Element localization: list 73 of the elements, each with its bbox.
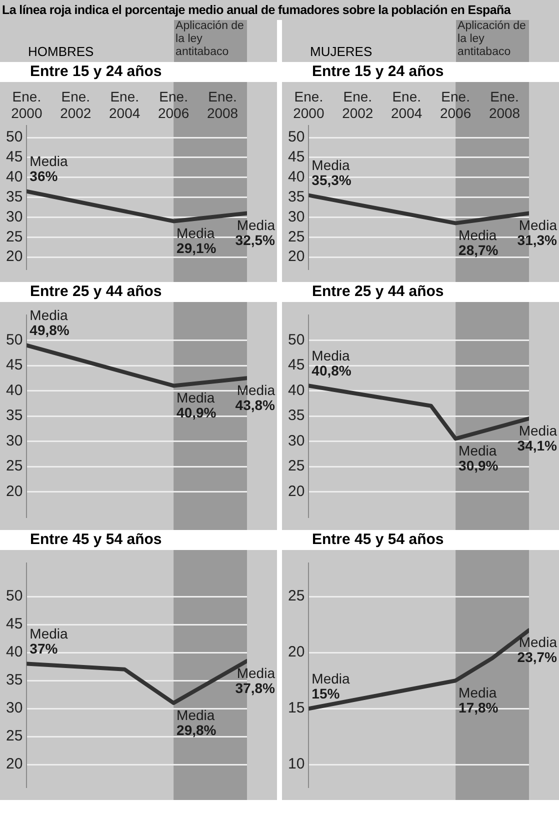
annotation: Media 37,8% [235,664,276,696]
y-tick-label: 50 [6,331,23,348]
y-tick-label: 45 [288,356,305,374]
annotation: Media 35,3% [312,157,352,188]
y-tick-label: 45 [6,616,23,633]
annotation: Media 43,8% [235,382,276,413]
y-tick-label: 20 [6,248,23,266]
chart-title: Entre 15 y 24 años [282,62,559,82]
chart-title: Entre 45 y 54 años [282,530,559,550]
x-tick-label: Ene. 2002 [342,88,374,122]
y-tick-label: 15 [288,700,305,717]
annotation: Media 34,1% [517,422,558,454]
annotation: Media 49,8% [30,307,70,338]
x-tick-label: Ene. 2006 [158,88,190,122]
x-tick-label: Ene. 2006 [440,88,472,122]
y-tick-label: 25 [6,458,23,475]
x-tick-label: Ene. 2004 [391,88,422,122]
text: La línea roja indica el porcentaje medio anual de fumadores sobre la población en España [2,3,557,17]
annotation: Media 32,5% [235,217,276,248]
y-tick-label: 25 [6,728,23,745]
x-tick-label: Ene. 2000 [293,88,324,122]
annotation: Media 29,8% [176,706,217,738]
chart-title: Entre 25 y 44 años [0,282,277,302]
band-label: Aplicación de la ley antitabaco [456,20,529,62]
y-tick-label: 30 [6,700,23,717]
y-tick-label: 50 [288,128,305,146]
y-tick-label: 35 [288,188,305,206]
y-tick-label: 40 [6,382,23,399]
y-tick-label: 25 [6,228,23,246]
y-tick-label: 40 [6,168,23,186]
y-tick-label: 40 [288,168,305,186]
annotation: Media 37% [30,626,68,657]
y-tick-label: 20 [6,482,23,500]
annotation: Media 23,7% [517,634,558,666]
y-tick-label: 35 [6,672,23,689]
y-tick-label: 50 [6,128,23,146]
y-tick-label: 35 [6,407,23,424]
y-tick-label: 25 [288,588,305,605]
y-tick-label: 25 [288,228,305,246]
y-tick-label: 45 [6,148,23,166]
y-tick-label: 25 [288,458,305,475]
y-tick-label: 50 [288,331,305,348]
y-tick-label: 20 [288,644,305,661]
band-label: Aplicación de la ley antitabaco [174,20,247,62]
y-tick-label: 50 [6,588,23,605]
chart-title: Entre 45 y 54 años [0,530,277,550]
x-tick-label: Ene. 2000 [11,88,42,122]
chart-title: Entre 25 y 44 años [282,282,559,302]
annotation: Media 40,8% [312,348,352,379]
y-tick-label: 40 [288,382,305,399]
y-tick-label: 20 [6,756,23,773]
y-tick-label: 30 [6,432,23,450]
y-tick-label: 20 [288,248,305,266]
y-tick-label: 35 [288,407,305,424]
annotation: Media 15% [312,670,350,702]
chart-title: Entre 15 y 24 años [0,62,277,82]
annotation: Media 31,3% [517,217,558,248]
chart-subtitle: MUJERES [310,44,372,59]
y-tick-label: 40 [6,644,23,661]
y-tick-label: 30 [6,208,23,226]
y-tick-label: 45 [288,148,305,166]
y-tick-label: 45 [6,356,23,374]
annotation: Media 36% [30,153,68,184]
x-tick-label: Ene. 2008 [206,88,238,122]
y-tick-label: 10 [288,756,305,773]
y-tick-label: 20 [288,482,305,500]
x-tick-label: Ene. 2008 [488,88,520,122]
x-tick-label: Ene. 2004 [109,88,140,122]
x-tick-label: Ene. 2002 [60,88,92,122]
y-tick-label: 35 [6,188,23,206]
y-tick-label: 30 [288,208,305,226]
chart-subtitle: HOMBRES [28,44,94,59]
y-tick-label: 30 [288,432,305,450]
